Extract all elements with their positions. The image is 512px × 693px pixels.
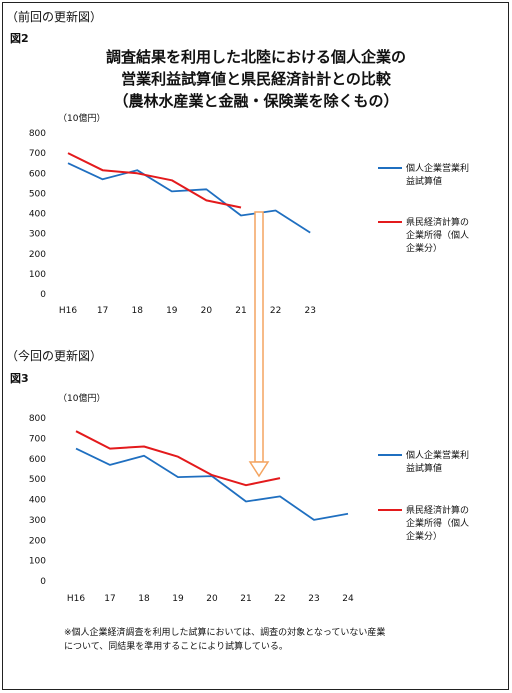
x-tick-label: 22 (274, 594, 285, 604)
y-tick-label: 200 (29, 250, 46, 260)
x-tick-label: 22 (270, 306, 281, 316)
prev-caption: （前回の更新図） (6, 10, 103, 24)
y-tick-label: 600 (29, 169, 46, 179)
y-tick-label: 800 (29, 414, 46, 424)
x-tick-label: 20 (201, 306, 213, 316)
legend-label: 個人企業営業利 (406, 449, 469, 461)
y-tick-label: 500 (29, 189, 46, 199)
legend-label: 個人企業営業利 (406, 162, 469, 174)
x-tick-label: 21 (235, 306, 246, 316)
y-tick-label: 0 (40, 577, 46, 587)
x-tick-label: 20 (206, 594, 218, 604)
y-tick-label: 100 (29, 557, 46, 567)
y-tick-label: 300 (29, 516, 46, 526)
x-tick-label: 23 (304, 306, 315, 316)
arrow-head (248, 461, 270, 478)
curr-figure-label: 図3 (10, 372, 29, 385)
arrow-shaft (254, 211, 264, 463)
legend-label: 益試算値 (406, 462, 442, 474)
legend-label: 県民経済計算の (406, 504, 469, 516)
chart-title-line-1: 調査結果を利用した北陸における個人企業の (105, 48, 406, 66)
x-tick-label: 19 (172, 594, 184, 604)
curr-caption: （今回の更新図） (6, 349, 103, 363)
x-tick-label: 17 (104, 594, 115, 604)
x-tick-label: H16 (59, 306, 77, 316)
chart-title-line-3: （農林水産業と金融・保険業を除くもの） (113, 92, 399, 110)
y-tick-label: 400 (29, 496, 46, 506)
series-line (67, 152, 242, 209)
y-tick-label: 500 (29, 475, 46, 485)
x-tick-label: 18 (138, 594, 150, 604)
x-tick-label: 18 (131, 306, 143, 316)
series-line (75, 447, 349, 521)
legend-label: 企業所得（個人 (406, 229, 469, 241)
chart-title-line-2: 営業利益試算値と県民経済計計との比較 (121, 70, 391, 88)
y-tick-label: 700 (29, 434, 46, 444)
y-tick-label: 700 (29, 149, 46, 159)
legend-label: 企業分） (406, 530, 442, 542)
y-unit-label: （10億円） (58, 392, 105, 404)
series-line (75, 430, 281, 487)
y-tick-label: 0 (40, 290, 46, 300)
y-tick-label: 800 (29, 129, 46, 139)
y-unit-label: （10億円） (58, 112, 105, 124)
legend-label: 益試算値 (406, 175, 442, 187)
y-tick-label: 100 (29, 270, 46, 280)
y-tick-label: 200 (29, 536, 46, 546)
y-tick-label: 300 (29, 230, 46, 240)
legend-label: 企業所得（個人 (406, 517, 469, 529)
y-tick-label: 600 (29, 455, 46, 465)
x-tick-label: 24 (342, 594, 354, 604)
x-tick-label: H16 (67, 594, 85, 604)
x-tick-label: 19 (166, 306, 178, 316)
series-line (67, 162, 311, 234)
legend-label: 企業分） (406, 242, 442, 254)
x-tick-label: 23 (308, 594, 319, 604)
footnote: ※個人企業経済調査を利用した試算においては、調査の対象となっていない産業について… (64, 628, 386, 652)
x-tick-label: 17 (97, 306, 108, 316)
y-tick-label: 400 (29, 210, 46, 220)
prev-figure-label: 図2 (10, 32, 29, 45)
x-tick-label: 21 (240, 594, 251, 604)
legend-label: 県民経済計算の (406, 216, 469, 228)
